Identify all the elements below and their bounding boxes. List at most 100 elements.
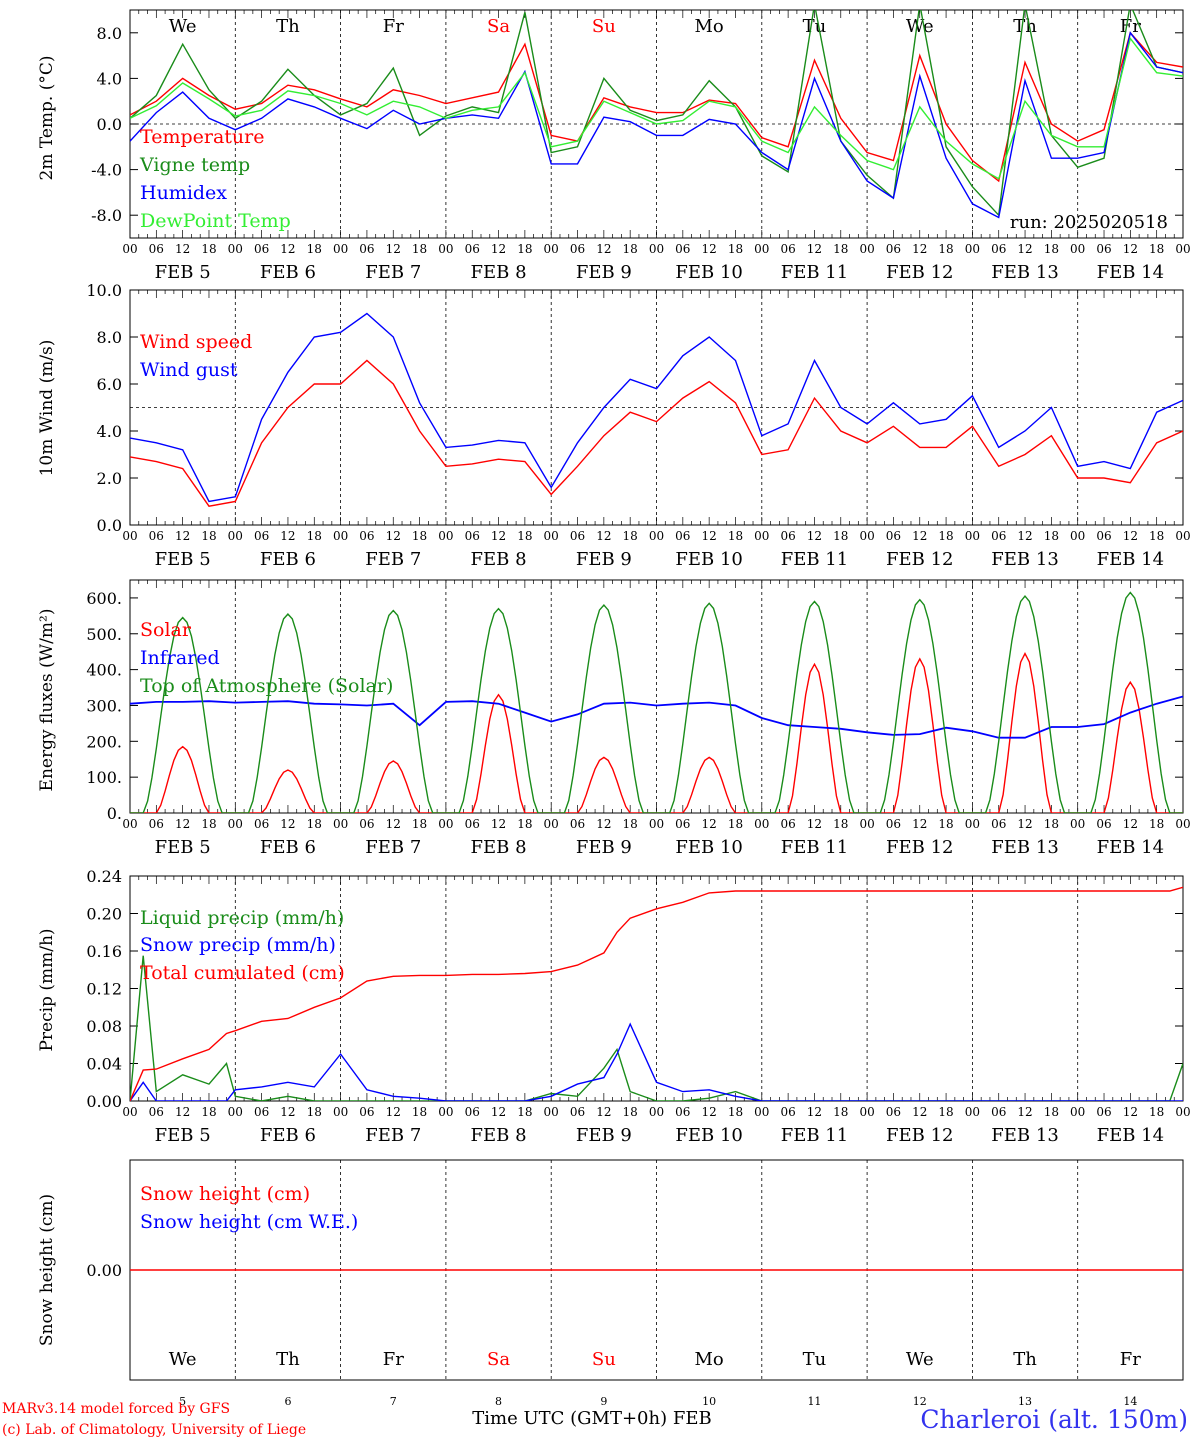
weekday-label: Th (1013, 16, 1037, 37)
hour-label: 12 (1017, 529, 1032, 543)
hour-label: 18 (1149, 242, 1164, 256)
date-label: FEB 6 (260, 1125, 316, 1146)
hour-label: 18 (833, 242, 848, 256)
date-label: FEB 14 (1097, 1125, 1164, 1146)
legend-entry: Snow height (cm W.E.) (140, 1211, 358, 1233)
hour-label: 18 (412, 817, 427, 831)
date-label: FEB 10 (675, 837, 742, 858)
hour-label: 06 (675, 242, 690, 256)
legend-entry: Snow height (cm) (140, 1183, 310, 1205)
series-group (130, 591, 1183, 813)
y-tick-label: 600. (86, 589, 122, 608)
hour-label: 18 (1044, 1105, 1059, 1119)
hour-label: 00 (1175, 242, 1190, 256)
date-label: FEB 7 (365, 1125, 421, 1146)
hour-label: 18 (517, 529, 532, 543)
hour-label: 00 (859, 817, 874, 831)
hour-label: 12 (175, 1105, 190, 1119)
series-line-snow-precip-mm-h- (130, 1022, 1183, 1101)
hour-label: 06 (1096, 529, 1111, 543)
hour-label: 12 (386, 529, 401, 543)
hour-label: 18 (1044, 529, 1059, 543)
hour-label: 00 (438, 529, 453, 543)
series-line-humidex (130, 31, 1183, 219)
date-label: FEB 8 (471, 837, 527, 858)
hour-label: 00 (228, 817, 243, 831)
weekday-label: Th (276, 1349, 300, 1370)
hour-label: 12 (280, 529, 295, 543)
y-tick-label: 0.04 (86, 1055, 122, 1074)
date-label: FEB 12 (886, 262, 953, 283)
hour-label: 06 (465, 529, 480, 543)
hour-label: 12 (280, 817, 295, 831)
hour-label: 06 (991, 817, 1006, 831)
hour-label: 18 (938, 1105, 953, 1119)
date-label: FEB 5 (155, 1125, 211, 1146)
hour-label: 00 (438, 242, 453, 256)
hour-label: 06 (570, 1105, 585, 1119)
day-number: 12 (913, 1395, 927, 1408)
y-tick-label: 400. (86, 661, 122, 680)
hour-label: 18 (728, 1105, 743, 1119)
weekday-label: Sa (487, 16, 510, 37)
hour-label: 00 (1070, 242, 1085, 256)
weekday-label: We (906, 16, 934, 37)
hour-label: 00 (649, 242, 664, 256)
series-line-wind-speed (130, 359, 1183, 507)
hour-label: 00 (333, 242, 348, 256)
hour-label: 12 (807, 817, 822, 831)
hour-label: 18 (1044, 817, 1059, 831)
hour-label: 06 (465, 242, 480, 256)
hour-label: 06 (254, 529, 269, 543)
panel-2: 0.0 2.0 4.0 6.0 8.0 10.0 10m Wind (m/s) 00 06 12 1… (37, 281, 1191, 570)
hour-label: 00 (438, 817, 453, 831)
hour-label: 12 (1123, 817, 1138, 831)
hour-label: 18 (623, 1105, 638, 1119)
hour-label: 06 (359, 242, 374, 256)
y-tick-label: 0.00 (86, 1092, 122, 1111)
y-tick-label: 0.20 (86, 905, 122, 924)
hour-label: 12 (386, 817, 401, 831)
legend-entry: Wind gust (140, 359, 238, 381)
hour-label: 18 (728, 817, 743, 831)
hour-label: 12 (702, 817, 717, 831)
date-label: FEB 14 (1097, 262, 1164, 283)
hour-label: 18 (1044, 242, 1059, 256)
hour-label: 00 (228, 242, 243, 256)
hour-label: 12 (596, 1105, 611, 1119)
y-axis-label: Energy fluxes (W/m²) (37, 609, 57, 792)
hour-label: 18 (938, 817, 953, 831)
hour-label: 06 (570, 242, 585, 256)
hour-label: 12 (1017, 817, 1032, 831)
legend-entry: Snow precip (mm/h) (140, 934, 336, 956)
hour-label: 12 (912, 1105, 927, 1119)
hour-label: 00 (1175, 817, 1190, 831)
y-axis-label: 10m Wind (m/s) (37, 340, 57, 477)
hour-label: 18 (728, 242, 743, 256)
y-tick-label: 0.00 (86, 1261, 122, 1280)
hour-label: 12 (596, 529, 611, 543)
hour-label: 00 (859, 1105, 874, 1119)
date-label: FEB 11 (781, 549, 848, 570)
hour-label: 12 (491, 242, 506, 256)
hour-label: 12 (1123, 1105, 1138, 1119)
hour-label: 12 (491, 1105, 506, 1119)
y-tick-label: 200. (86, 732, 122, 751)
date-label: FEB 5 (155, 837, 211, 858)
hour-label: 12 (1123, 242, 1138, 256)
weekday-label: We (169, 1349, 197, 1370)
hour-label: 06 (675, 529, 690, 543)
legend-entry: Infrared (140, 647, 220, 669)
panels: -8.0 -4.0 0.0 4.0 8.0 2m Temp. (°C) 00 06 12 18 FE… (37, 9, 1191, 1408)
hour-label: 12 (280, 1105, 295, 1119)
hour-label: 06 (780, 242, 795, 256)
hour-label: 06 (780, 817, 795, 831)
hour-label: 06 (254, 817, 269, 831)
weekday-label: Th (1013, 1349, 1037, 1370)
date-label: FEB 9 (576, 837, 632, 858)
series-line-liquid-precip-mm-h- (130, 955, 1183, 1101)
weekday-label: Tu (803, 16, 827, 37)
legend-entry: Top of Atmosphere (Solar) (140, 675, 393, 697)
day-number: 10 (702, 1395, 716, 1408)
date-label: FEB 13 (991, 1125, 1058, 1146)
